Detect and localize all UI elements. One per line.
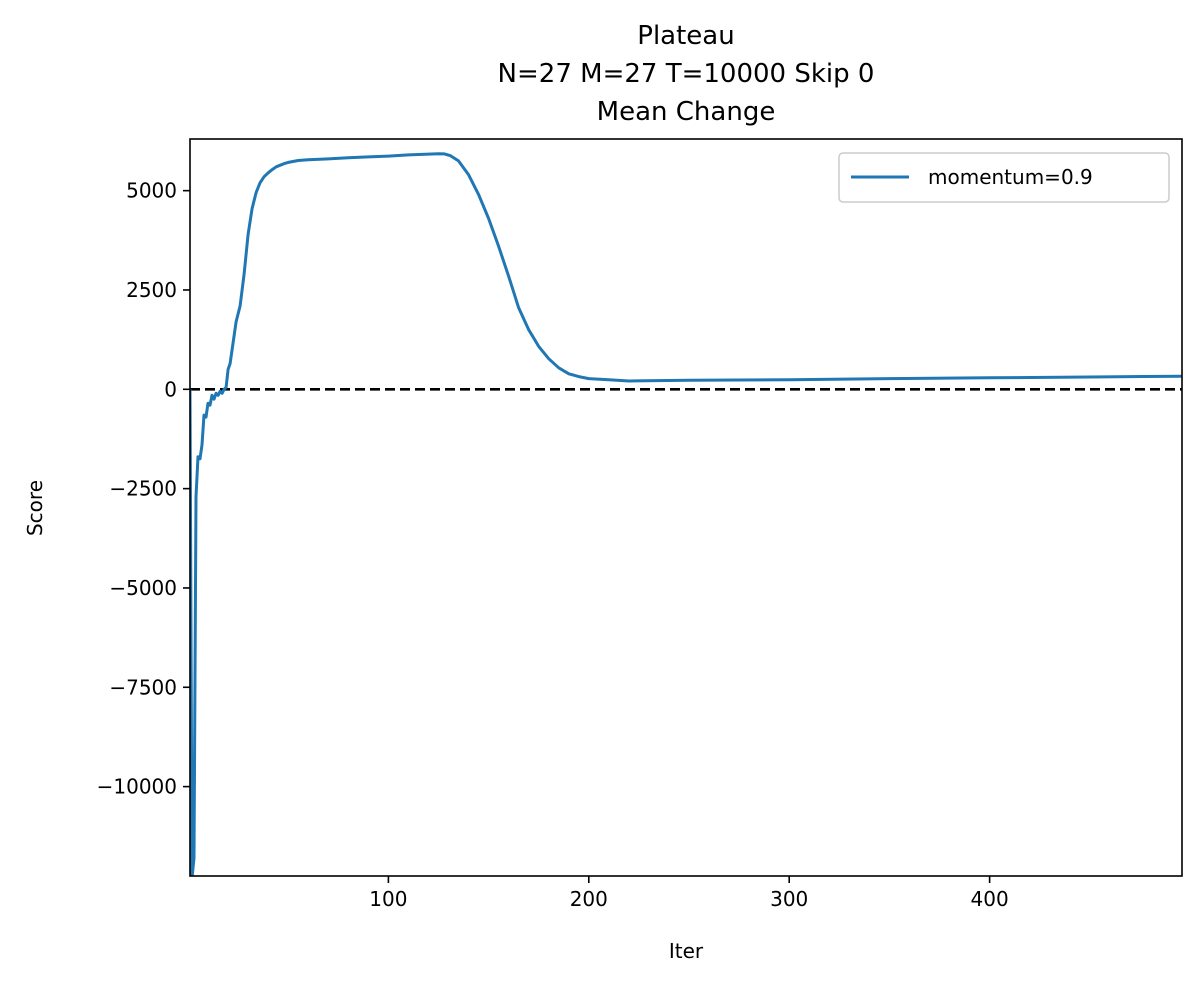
title-line-1: Plateau — [637, 21, 734, 51]
y-tick-label: −5000 — [109, 576, 177, 600]
x-tick-label: 100 — [369, 887, 407, 911]
x-axis-label: Iter — [669, 939, 704, 963]
x-tick-label: 200 — [570, 887, 608, 911]
series-line-0 — [190, 152, 1182, 876]
y-tick-label: −2500 — [109, 477, 177, 501]
axes-frame — [189, 138, 1183, 877]
title-line-3: Mean Change — [597, 97, 776, 127]
y-axis: 5000 2500 0 −2500 −5000 −7500 −10000 — [97, 179, 190, 799]
y-tick-label: 2500 — [126, 278, 177, 302]
title-line-2: N=27 M=27 T=10000 Skip 0 — [498, 59, 875, 89]
x-tick-label: 400 — [971, 887, 1009, 911]
x-tick-label: 300 — [770, 887, 808, 911]
legend: momentum=0.9 — [838, 152, 1170, 203]
y-tick-label: −7500 — [109, 675, 177, 699]
y-tick-label: 5000 — [126, 179, 177, 203]
x-axis: 100 200 300 400 — [369, 876, 1009, 911]
legend-entry-label: momentum=0.9 — [928, 165, 1093, 189]
legend-box — [838, 152, 1170, 203]
chart-title: Plateau N=27 M=27 T=10000 Skip 0 Mean Ch… — [498, 21, 875, 127]
plot-area — [190, 152, 1182, 876]
y-tick-label: −10000 — [97, 775, 177, 799]
y-tick-label: 0 — [164, 377, 177, 401]
y-axis-label: Score — [23, 480, 47, 536]
